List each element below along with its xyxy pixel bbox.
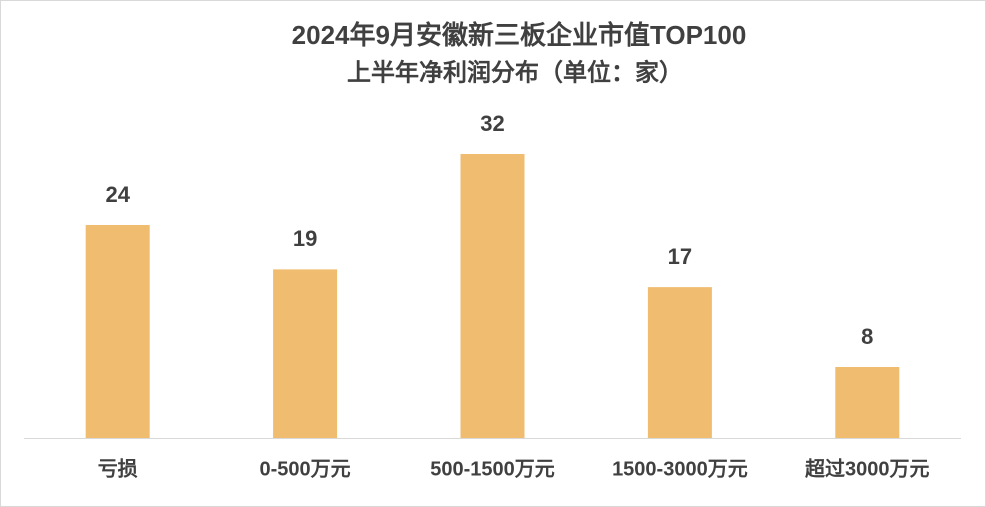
bar (460, 154, 525, 438)
value-label: 8 (861, 324, 873, 349)
value-label: 32 (480, 111, 504, 136)
value-label: 17 (668, 244, 692, 269)
bar (835, 367, 900, 438)
bar (647, 287, 712, 438)
value-label: 19 (293, 226, 317, 251)
x-tick-label: 0-500万元 (260, 458, 351, 480)
value-label: 24 (105, 182, 130, 207)
x-tick-label: 1500-3000万元 (612, 458, 748, 480)
x-tick-label: 500-1500万元 (430, 458, 555, 480)
chart-subtitle: 上半年净利润分布（单位：家） (347, 58, 683, 86)
x-tick-label: 超过3000万元 (804, 456, 930, 480)
x-tick-label: 亏损 (98, 457, 138, 480)
bar (85, 225, 150, 438)
bar (273, 269, 338, 438)
chart-title: 2024年9月安徽新三板企业市值TOP100 (292, 20, 747, 50)
